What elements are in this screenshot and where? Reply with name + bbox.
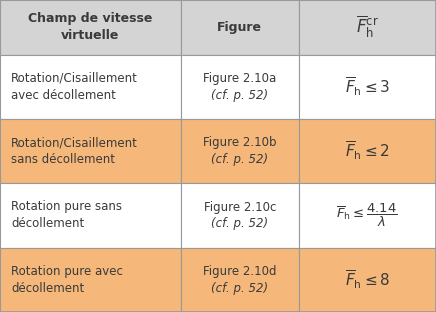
Text: $\overline{F}_{\mathrm{h}} \leq 3$: $\overline{F}_{\mathrm{h}} \leq 3$ — [344, 76, 390, 98]
Text: $\overline{F}_{\mathrm{h}} \leq \dfrac{4.14}{\lambda}$: $\overline{F}_{\mathrm{h}} \leq \dfrac{4… — [337, 202, 398, 229]
Text: Figure 2.10a: Figure 2.10a — [203, 72, 276, 85]
Text: (cf. p. 52): (cf. p. 52) — [211, 89, 269, 102]
Text: $\overline{F}_{\mathrm{h}} \leq 8$: $\overline{F}_{\mathrm{h}} \leq 8$ — [344, 269, 390, 291]
Bar — [299, 0, 436, 55]
Bar — [299, 55, 436, 119]
Text: Figure 2.10d: Figure 2.10d — [203, 265, 276, 278]
Text: Figure 2.10c: Figure 2.10c — [204, 201, 276, 213]
Bar — [0, 0, 181, 55]
Text: (cf. p. 52): (cf. p. 52) — [211, 217, 269, 230]
Bar — [181, 55, 299, 119]
Text: (cf. p. 52): (cf. p. 52) — [211, 153, 269, 166]
Bar — [299, 183, 436, 248]
Text: (cf. p. 52): (cf. p. 52) — [211, 282, 269, 295]
Bar — [181, 0, 299, 55]
Bar — [299, 119, 436, 183]
Text: Rotation pure avec
décollement: Rotation pure avec décollement — [11, 265, 123, 295]
Bar — [0, 55, 181, 119]
Text: $\overline{F}_{\mathrm{h}} \leq 2$: $\overline{F}_{\mathrm{h}} \leq 2$ — [345, 140, 390, 162]
Bar — [299, 248, 436, 312]
Bar — [181, 119, 299, 183]
Text: Figure 2.10b: Figure 2.10b — [203, 136, 276, 149]
Text: $\overline{F}_{\mathrm{h}}^{\mathrm{cr}}$: $\overline{F}_{\mathrm{h}}^{\mathrm{cr}}… — [356, 14, 379, 40]
Bar — [181, 248, 299, 312]
Text: Rotation/Cisaillement
sans décollement: Rotation/Cisaillement sans décollement — [11, 136, 138, 166]
Bar — [0, 119, 181, 183]
Bar — [0, 183, 181, 248]
Text: Champ de vitesse
virtuelle: Champ de vitesse virtuelle — [28, 12, 153, 42]
Text: Figure: Figure — [217, 21, 262, 34]
Bar — [0, 248, 181, 312]
Text: Rotation pure sans
décollement: Rotation pure sans décollement — [11, 201, 122, 231]
Bar — [181, 183, 299, 248]
Text: Rotation/Cisaillement
avec décollement: Rotation/Cisaillement avec décollement — [11, 72, 138, 102]
